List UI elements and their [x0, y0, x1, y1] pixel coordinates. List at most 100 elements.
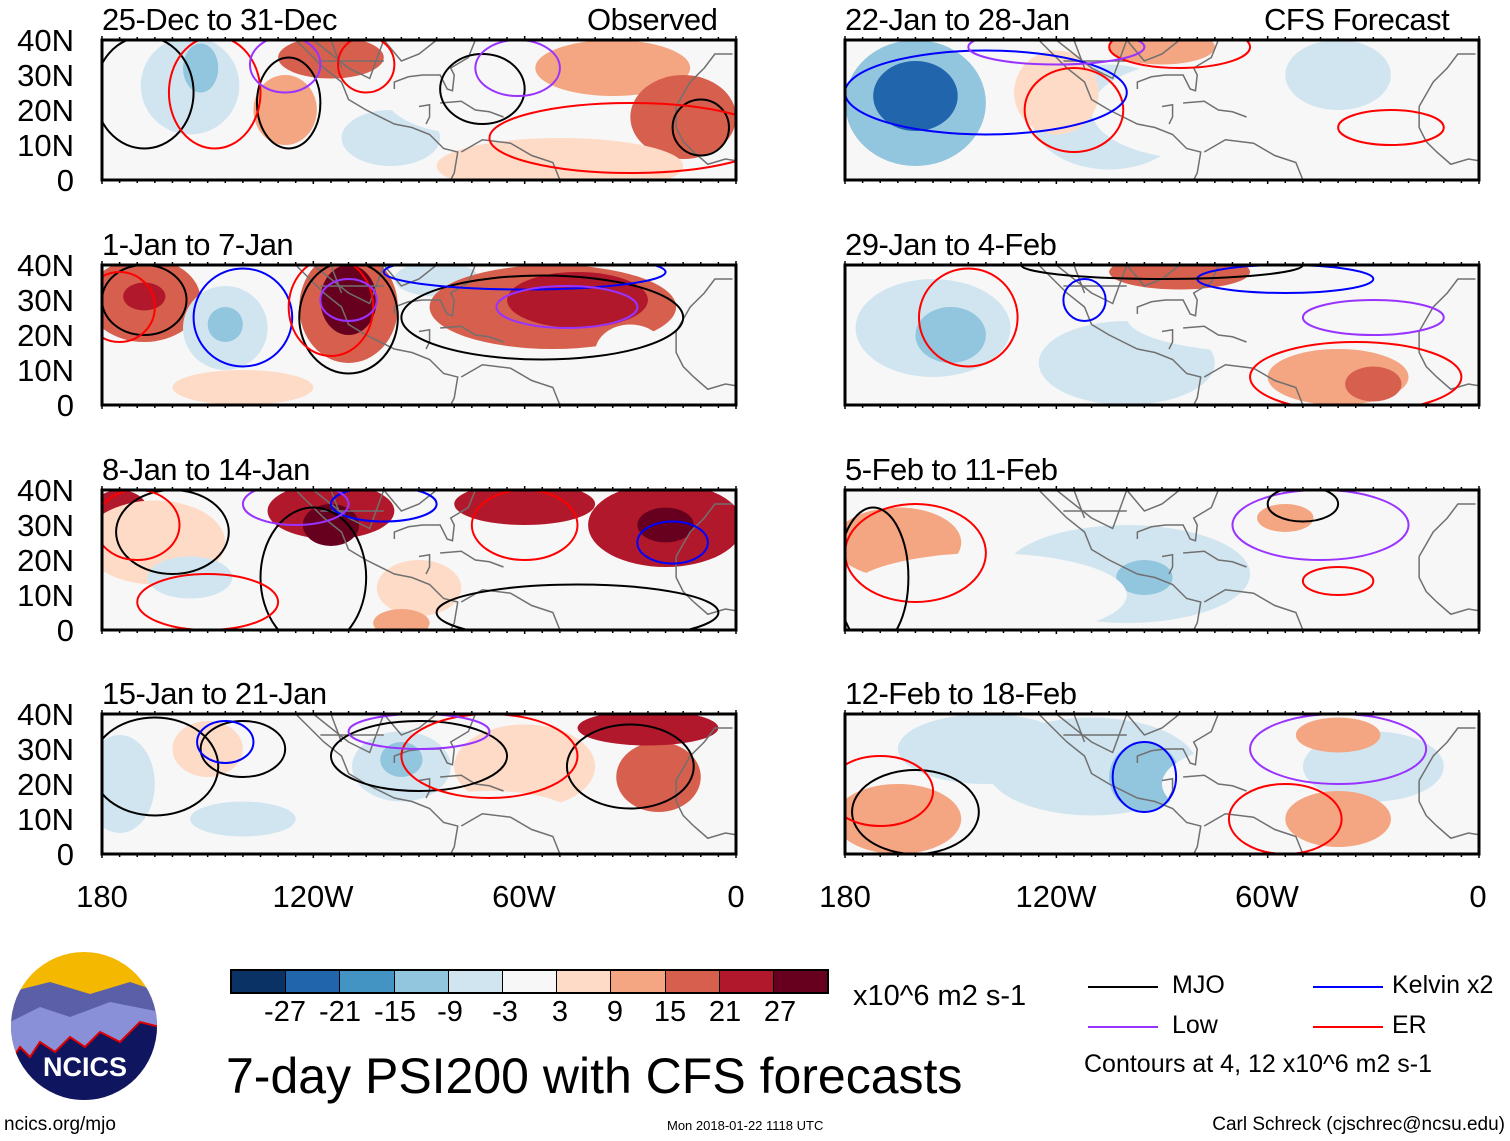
coastline: [1126, 490, 1181, 512]
anomaly-region: [454, 724, 596, 809]
coastline: [1183, 550, 1247, 568]
anomaly-region: [897, 714, 1074, 784]
y-tick: 0: [56, 388, 74, 423]
contour-line: [336, 40, 396, 94]
anomaly-region: [102, 735, 155, 833]
coastline: [1418, 278, 1476, 332]
contour-line: [1108, 40, 1252, 69]
coastline: [1418, 727, 1476, 781]
legend-label-kelvin: Kelvin x2: [1392, 971, 1494, 999]
anomaly-region: [401, 791, 578, 847]
coastline: [675, 53, 733, 107]
coastline: [393, 40, 477, 92]
coastline: [1418, 331, 1479, 391]
anomaly-region: [845, 784, 962, 854]
colorbar: [230, 969, 830, 994]
contour-line: [845, 755, 935, 827]
contour-line: [136, 573, 280, 630]
contour-line: [248, 40, 322, 94]
contour-line: [347, 714, 491, 750]
colorbar-label: -3: [492, 996, 518, 1028]
anomaly-region: [637, 507, 694, 543]
coastline: [675, 503, 733, 557]
map-panel: [843, 36, 1481, 184]
contour-line: [1023, 67, 1125, 153]
contour-line: [1249, 714, 1428, 785]
panel-title: 5-Feb to 11-Feb: [845, 452, 1058, 487]
colorbar-swatch: [773, 971, 828, 992]
contour-line: [329, 490, 438, 523]
y-tick: 30N: [17, 283, 74, 318]
anomaly-region: [873, 61, 958, 131]
coastline: [675, 106, 736, 166]
coastline: [1126, 40, 1181, 62]
colorbar-swatch: [665, 971, 720, 992]
colorbar-swatch: [557, 971, 612, 992]
coastline: [440, 550, 504, 568]
anomaly-region: [1285, 791, 1391, 847]
y-tick: 0: [56, 837, 74, 872]
anomaly-region: [1014, 50, 1099, 135]
y-tick: 30N: [17, 732, 74, 767]
ncics-logo: NCICS: [11, 952, 157, 1100]
coastline: [1038, 714, 1202, 854]
panel-title: 1-Jan to 7-Jan: [102, 227, 294, 262]
contour-line: [565, 723, 695, 810]
contour-line: [1227, 783, 1343, 854]
coastline: [1183, 325, 1247, 343]
contour-line: [1111, 741, 1178, 813]
anomaly-region: [1345, 366, 1402, 402]
contour-line: [255, 56, 322, 150]
coastline: [675, 278, 733, 332]
colorbar-swatch: [719, 971, 774, 992]
contour-line: [259, 506, 368, 630]
coastline: [460, 812, 561, 854]
coastline: [1418, 503, 1476, 557]
y-tick: 40N: [17, 697, 74, 732]
legend-line-mjo: [1088, 986, 1158, 988]
panel-title: 8-Jan to 14-Jan: [102, 452, 310, 487]
coastline: [1203, 138, 1304, 180]
anomaly-region: [383, 50, 560, 135]
coastline: [675, 780, 736, 840]
coastline: [675, 331, 736, 391]
x-tick: 60W: [1235, 879, 1299, 914]
contour-line: [488, 102, 736, 174]
coastline: [1055, 490, 1128, 530]
coastline: [393, 265, 477, 317]
y-tick: 20N: [17, 93, 74, 128]
coastline: [675, 727, 733, 781]
contour-line: [115, 490, 230, 575]
colorbar-swatch: [611, 971, 666, 992]
legend-label-er: ER: [1392, 1011, 1427, 1039]
contour-line: [102, 271, 156, 343]
contour-line: [967, 40, 1146, 66]
contour-line: [199, 720, 287, 778]
y-tick: 0: [56, 613, 74, 648]
coastline: [1161, 103, 1174, 125]
anomaly-region: [1109, 742, 1180, 812]
logo-text: NCICS: [43, 1052, 127, 1082]
contour-note: Contours at 4, 12 x10^6 m2 s-1: [1084, 1050, 1433, 1078]
y-tick: 10N: [17, 353, 74, 388]
anomaly-region: [595, 324, 666, 381]
anomaly-region: [1355, 525, 1462, 595]
anomaly-region: [1285, 40, 1391, 110]
contour-line: [671, 98, 730, 157]
contour-line: [102, 490, 181, 561]
anomaly-region: [123, 282, 166, 311]
coastline: [675, 556, 736, 616]
x-tick: 180: [819, 879, 871, 914]
contour-line: [845, 503, 987, 603]
anomaly-region: [507, 272, 648, 328]
contour-line: [439, 53, 526, 125]
coastline: [1203, 363, 1304, 405]
y-tick: 10N: [17, 578, 74, 613]
coastline: [1055, 714, 1128, 754]
contour-line: [400, 274, 685, 361]
contour-line: [400, 714, 579, 799]
colorbar-label: -21: [319, 996, 361, 1028]
coastline: [1418, 106, 1479, 166]
anomaly-region: [630, 75, 736, 159]
y-tick: 10N: [17, 128, 74, 163]
